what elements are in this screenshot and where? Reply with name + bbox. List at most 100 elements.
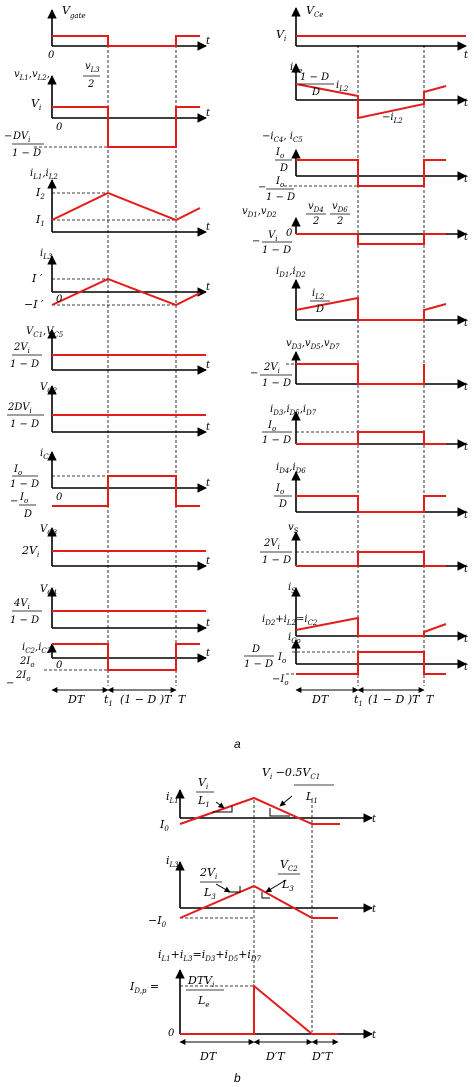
svg-text:VC4: VC4 (40, 584, 57, 597)
panel-ic23: iC2,iC3 2Io − 2Io 0 t (6, 642, 211, 689)
svg-text:I0: I0 (159, 818, 169, 833)
svg-text:t1: t1 (104, 693, 113, 708)
svg-text:vL1,vL2,: vL1,vL2, (14, 69, 50, 82)
svg-text:t: t (206, 556, 211, 567)
sum-equation: iL1+iL3=iD3+iD5+iD7 (158, 948, 262, 963)
svg-text:1 − D: 1 − D (244, 659, 273, 670)
panel-b-il1: iL1 I0 Vi L1 Vi −0.5VC1 L1 t (159, 766, 377, 833)
svg-text:D: D (251, 644, 260, 655)
svg-text:I1: I1 (35, 213, 45, 228)
svg-text:ID,p =: ID,p = (129, 980, 159, 995)
svg-text:0: 0 (56, 294, 63, 305)
svg-text:iD3,iD5,iD7: iD3,iD5,iD7 (270, 404, 317, 417)
svg-text:t: t (464, 50, 469, 61)
svg-text:Io: Io (275, 483, 284, 496)
svg-text:−: − (258, 182, 266, 193)
svg-text:iC1: iC1 (40, 448, 53, 461)
svg-text:vD4: vD4 (308, 201, 324, 214)
svg-text:iCo: iCo (288, 632, 301, 645)
right-column: VCe Vi t iCe 1 − D D iL2 −iL2 −iC4, iC5 … (242, 4, 469, 708)
svg-text:−: − (4, 131, 12, 142)
svg-text:L1: L1 (197, 794, 210, 809)
svg-text:iC2,iC3: iC2,iC3 (22, 642, 52, 655)
svg-text:t1: t1 (354, 693, 363, 708)
svg-text:t: t (464, 634, 469, 645)
svg-text:4Vi: 4Vi (13, 598, 30, 611)
svg-text:DVi: DVi (12, 131, 30, 144)
panel-vc15: VC1,VC5 2Vi 1 − D t (10, 326, 211, 375)
svg-text:0: 0 (286, 228, 293, 239)
svg-text:Vi: Vi (31, 97, 41, 112)
panel-ic45: Io D − Io 1 − D t (258, 147, 469, 203)
svg-text:iD2+iL2=iC2: iD2+iL2=iC2 (262, 614, 318, 627)
svg-text:t: t (206, 618, 211, 629)
svg-text:2Vi: 2Vi (13, 342, 30, 355)
svg-text:VC3: VC3 (40, 524, 58, 537)
svg-text:1 − D: 1 − D (262, 555, 291, 566)
svg-text:−I0: −I0 (148, 914, 167, 929)
svg-text:2DVi: 2DVi (7, 402, 32, 415)
svg-text:1 − D: 1 − D (12, 148, 41, 159)
svg-text:0: 0 (168, 1028, 175, 1039)
panel-vc3: VC3 2Vi t (21, 524, 211, 571)
svg-text:t: t (464, 174, 469, 185)
svg-text:DTVi: DTVi (187, 974, 214, 989)
svg-text:I2: I2 (35, 186, 45, 201)
svg-text:0: 0 (56, 122, 63, 133)
svg-text:−I ′: −I ′ (24, 298, 44, 311)
svg-text:−: − (6, 678, 14, 689)
svg-text:T: T (426, 693, 435, 706)
svg-text:iD1,iD2: iD1,iD2 (276, 266, 306, 279)
svg-text:L1: L1 (305, 790, 318, 805)
svg-text:iL1,iL2: iL1,iL2 (30, 168, 58, 181)
svg-text:VC1,VC5: VC1,VC5 (26, 326, 64, 339)
svg-text:D: D (315, 304, 324, 315)
svg-text:Vi: Vi (268, 230, 277, 243)
svg-text:iS: iS (288, 582, 296, 595)
svg-text:D: D (278, 499, 287, 510)
figure-b: iL1 I0 Vi L1 Vi −0.5VC1 L1 t iL3 −I0 2Vi… (129, 766, 377, 1063)
svg-text:2Io: 2Io (15, 670, 31, 683)
panel-id46: iD4,iD6 Io D t (274, 462, 469, 521)
svg-text:1 − D: 1 − D (10, 615, 39, 626)
svg-text:1 − D: 1 − D (262, 245, 291, 256)
svg-text:−Io: −Io (272, 674, 289, 687)
svg-text:0: 0 (56, 492, 63, 503)
svg-text:VC2: VC2 (280, 858, 298, 873)
svg-text:2Vi: 2Vi (199, 866, 217, 881)
panel-ic1: iC1 Io 1 − D − Io D 0 t (10, 448, 211, 520)
svg-text:iD4,iD6: iD4,iD6 (276, 462, 306, 475)
svg-text:D′T: D′T (265, 1050, 286, 1063)
svg-text:DT: DT (311, 693, 330, 706)
svg-text:1 − D: 1 − D (266, 192, 295, 203)
svg-text:D: D (311, 87, 320, 98)
left-column: Vgate 0 t vL1,vL2, vL3 2 Vi 0 − DVi 1 − … (4, 4, 211, 708)
svg-text:L3: L3 (281, 878, 294, 893)
svg-text:−: − (252, 236, 260, 247)
left-time-markers: DT t1 (1 − D )T T (51, 687, 187, 708)
svg-text:Io: Io (19, 492, 28, 505)
svg-text:t: t (372, 1030, 377, 1041)
svg-text:t: t (464, 382, 469, 393)
svg-text:D: D (23, 509, 32, 520)
panel-il3: iL3 I ′ −I ′ 0 t (24, 248, 211, 311)
svg-text:t: t (464, 442, 469, 453)
svg-text:T: T (178, 693, 187, 706)
svg-text:0: 0 (48, 50, 55, 61)
svg-text:Vi −0.5VC1: Vi −0.5VC1 (262, 766, 320, 781)
panel-vs: vS 2Vi 1 − D t (260, 522, 469, 575)
panel-is: iS iD2+iL2=iC2 t (262, 582, 469, 645)
panel-b-isum: iL1+iL3=iD3+iD5+iD7 ID,p = DTVi Le 0 t (129, 948, 377, 1041)
svg-text:1 − D: 1 − D (262, 435, 291, 446)
svg-text:−: − (10, 496, 18, 507)
svg-text:t: t (206, 648, 211, 659)
svg-text:VCe: VCe (306, 4, 323, 19)
svg-text:iL1: iL1 (166, 790, 179, 805)
svg-text:Io: Io (277, 652, 286, 665)
right-time-markers: DT t1 (1 − D )T T (295, 687, 435, 708)
svg-text:t: t (464, 564, 469, 575)
svg-text:2Vi: 2Vi (263, 362, 280, 375)
b-time-markers: DT D′T D″T (179, 1039, 339, 1063)
svg-text:Vgate: Vgate (62, 4, 86, 20)
